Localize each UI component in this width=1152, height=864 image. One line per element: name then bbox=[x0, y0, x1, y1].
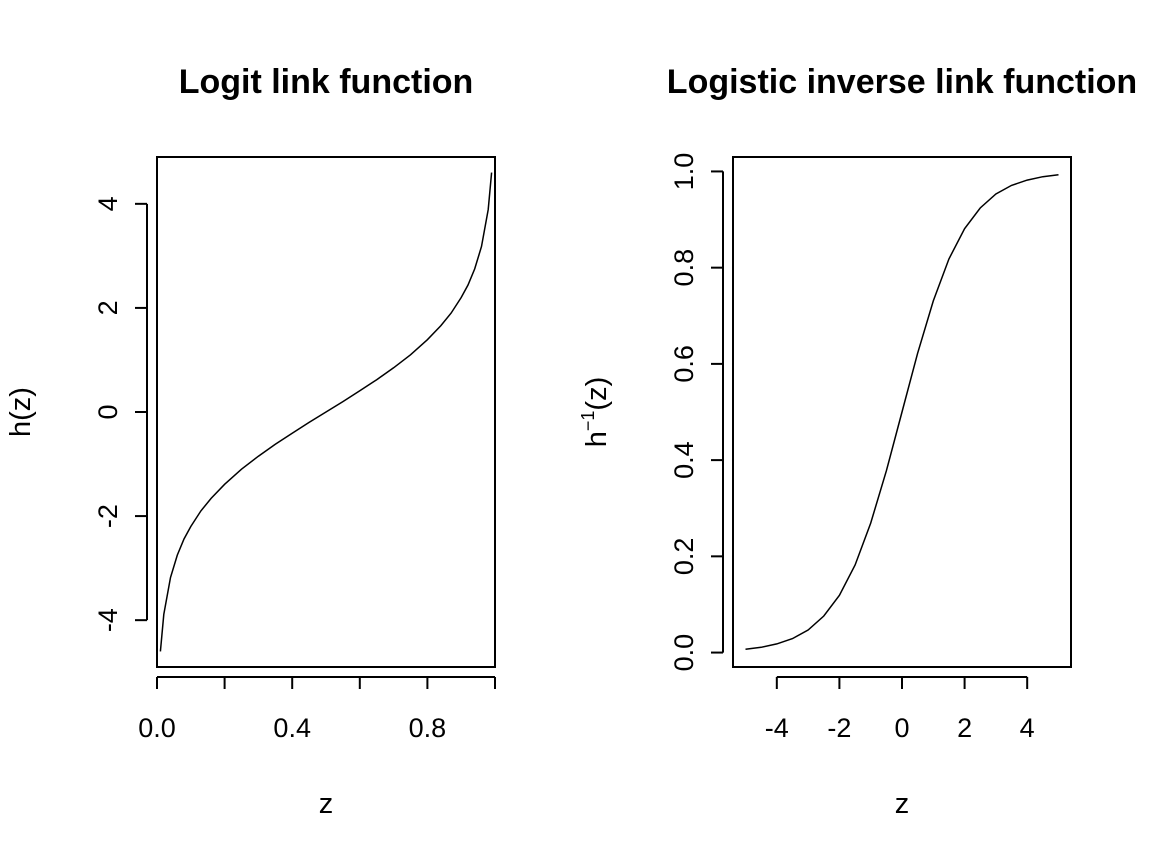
y-tick-label: -2 bbox=[93, 504, 123, 528]
y-axis-label-superscript: −1 bbox=[578, 411, 598, 432]
y-axis: 0.0 0.2 0.4 0.6 0.8 1.0 bbox=[669, 153, 724, 672]
x-tick-label: -4 bbox=[765, 713, 789, 743]
y-axis-label: h−1(z) bbox=[578, 377, 613, 448]
chart-title: Logit link function bbox=[179, 63, 474, 101]
series-line bbox=[159, 172, 493, 652]
y-tick-label: 2 bbox=[93, 300, 123, 315]
x-axis-label: z bbox=[319, 788, 334, 820]
y-tick-label: 0.2 bbox=[669, 538, 699, 576]
y-tick-label: 0 bbox=[93, 404, 123, 419]
series-group bbox=[159, 172, 493, 652]
series-group bbox=[745, 174, 1059, 650]
x-tick-label: 2 bbox=[957, 713, 972, 743]
panel-logit-link: Logit link function z h(z) 0.0 0.4 0.8 -4-… bbox=[5, 63, 496, 820]
x-tick-label: 0.8 bbox=[409, 713, 447, 743]
series-line bbox=[745, 174, 1059, 650]
chart-title: Logistic inverse link function bbox=[667, 63, 1137, 101]
y-tick-label: 0.8 bbox=[669, 249, 699, 287]
x-axis-label: z bbox=[895, 788, 910, 820]
plot-frame bbox=[732, 156, 1072, 668]
x-axis: 0.0 0.4 0.8 bbox=[138, 676, 496, 743]
y-tick-label: 0.4 bbox=[669, 441, 699, 479]
y-axis-label: h(z) bbox=[5, 387, 37, 437]
x-tick-label: 0.4 bbox=[273, 713, 311, 743]
plot-frame bbox=[156, 156, 496, 668]
y-tick-label: 4 bbox=[93, 196, 123, 211]
x-tick-label: 0 bbox=[894, 713, 909, 743]
x-tick-label: 0.0 bbox=[138, 713, 176, 743]
y-tick-label: 1.0 bbox=[669, 153, 699, 191]
x-tick-label: -2 bbox=[827, 713, 851, 743]
y-axis-label-base: h bbox=[581, 431, 613, 447]
panel-logistic-inverse: Logistic inverse link function z h−1(z) … bbox=[578, 63, 1137, 820]
y-axis-label-suffix: (z) bbox=[581, 377, 613, 411]
x-axis: -4 -2 0 2 4 bbox=[765, 676, 1035, 743]
y-tick-label: 0.6 bbox=[669, 345, 699, 383]
y-axis: -4 -2 0 2 4 bbox=[93, 196, 148, 632]
y-tick-label: -4 bbox=[93, 608, 123, 632]
x-tick-label: 4 bbox=[1020, 713, 1035, 743]
y-tick-label: 0.0 bbox=[669, 634, 699, 672]
